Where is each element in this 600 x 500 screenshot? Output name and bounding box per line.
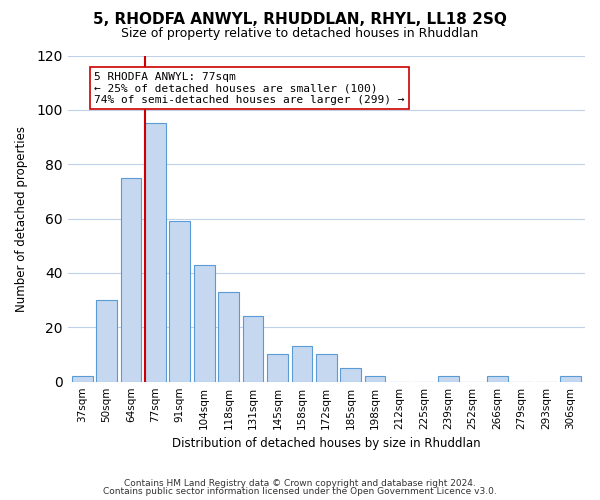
Bar [267, 354, 288, 382]
Text: 5, RHODFA ANWYL, RHUDDLAN, RHYL, LL18 2SQ: 5, RHODFA ANWYL, RHUDDLAN, RHYL, LL18 2S… [93, 12, 507, 28]
Bar [121, 178, 142, 382]
X-axis label: Distribution of detached houses by size in Rhuddlan: Distribution of detached houses by size … [172, 437, 481, 450]
Text: 5 RHODFA ANWYL: 77sqm
← 25% of detached houses are smaller (100)
74% of semi-det: 5 RHODFA ANWYL: 77sqm ← 25% of detached … [94, 72, 405, 105]
Bar [169, 222, 190, 382]
Bar [72, 376, 92, 382]
Bar [242, 316, 263, 382]
Bar [365, 376, 385, 382]
Y-axis label: Number of detached properties: Number of detached properties [15, 126, 28, 312]
Bar [316, 354, 337, 382]
Bar [487, 376, 508, 382]
Bar [218, 292, 239, 382]
Bar [194, 265, 215, 382]
Text: Size of property relative to detached houses in Rhuddlan: Size of property relative to detached ho… [121, 28, 479, 40]
Bar [340, 368, 361, 382]
Bar [96, 300, 117, 382]
Bar [560, 376, 581, 382]
Bar [292, 346, 312, 382]
Text: Contains HM Land Registry data © Crown copyright and database right 2024.: Contains HM Land Registry data © Crown c… [124, 478, 476, 488]
Bar [438, 376, 458, 382]
Text: Contains public sector information licensed under the Open Government Licence v3: Contains public sector information licen… [103, 487, 497, 496]
Bar [145, 124, 166, 382]
